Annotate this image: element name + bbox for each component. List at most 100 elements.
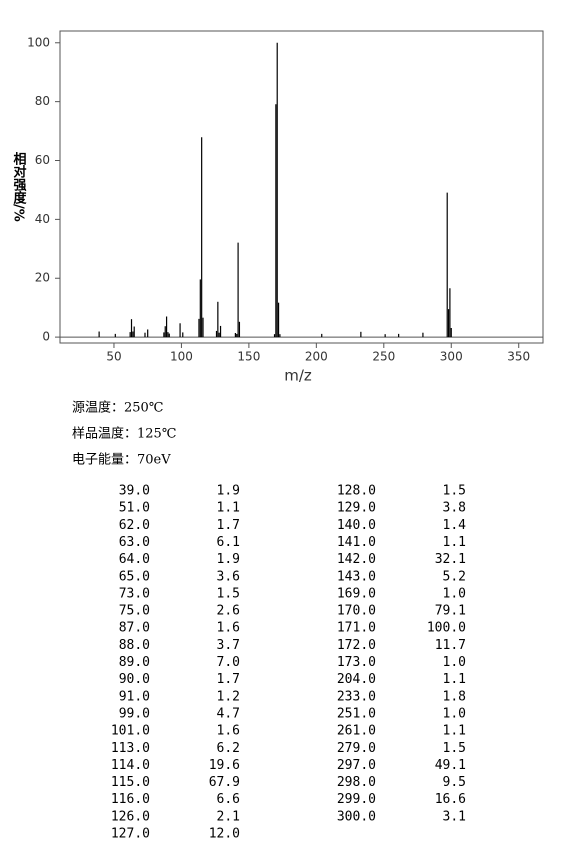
y-tick-label: 40	[35, 212, 50, 226]
x-tick-label: 300	[440, 350, 463, 364]
intensity: 7.0	[217, 655, 240, 670]
intensity: 67.9	[209, 775, 240, 790]
x-tick-label: 150	[237, 350, 260, 364]
intensity: 12.0	[209, 827, 240, 842]
mass: 126.0	[111, 809, 150, 824]
y-tick-label: 0	[42, 330, 50, 344]
intensity: 2.1	[217, 809, 240, 824]
mass: 65.0	[119, 569, 150, 584]
mass: 75.0	[119, 604, 150, 619]
intensity: 3.1	[443, 809, 466, 824]
intensity: 1.8	[443, 689, 466, 704]
x-tick-label: 200	[305, 350, 328, 364]
mass: 129.0	[337, 501, 376, 516]
intensity: 1.9	[217, 484, 240, 499]
intensity: 2.6	[217, 604, 240, 619]
mass: 297.0	[337, 758, 376, 773]
intensity: 1.6	[217, 724, 240, 739]
intensity: 1.7	[217, 672, 240, 687]
intensity: 1.0	[443, 706, 466, 721]
mass: 143.0	[337, 569, 376, 584]
mass: 39.0	[119, 484, 150, 499]
intensity: 19.6	[209, 758, 240, 773]
mass: 114.0	[111, 758, 150, 773]
intensity: 6.2	[217, 741, 240, 756]
intensity: 1.5	[443, 741, 466, 756]
x-tick-label: 250	[372, 350, 395, 364]
intensity: 79.1	[435, 604, 466, 619]
mass: 87.0	[119, 621, 150, 636]
condition: 样品温度：125℃	[72, 426, 176, 442]
mass: 141.0	[337, 535, 376, 550]
intensity: 11.7	[435, 638, 466, 653]
mass: 300.0	[337, 809, 376, 824]
x-tick-label: 50	[106, 350, 121, 364]
intensity: 1.1	[443, 724, 466, 739]
mass: 173.0	[337, 655, 376, 670]
intensity: 3.6	[217, 569, 240, 584]
intensity: 1.7	[217, 518, 240, 533]
y-tick-label: 80	[35, 94, 50, 108]
plot-frame	[59, 30, 544, 344]
mass: 73.0	[119, 586, 150, 601]
mass: 63.0	[119, 535, 150, 550]
mass: 115.0	[111, 775, 150, 790]
mass: 116.0	[111, 792, 150, 807]
intensity: 100.0	[427, 621, 466, 636]
mass: 251.0	[337, 706, 376, 721]
mass: 91.0	[119, 689, 150, 704]
intensity: 6.6	[217, 792, 240, 807]
y-tick-label: 100	[27, 35, 50, 49]
intensity: 16.6	[435, 792, 466, 807]
intensity: 32.1	[435, 552, 466, 567]
intensity: 5.2	[443, 569, 466, 584]
y-tick-label: 20	[35, 271, 50, 285]
mass: 233.0	[337, 689, 376, 704]
condition: 电子能量：70eV	[72, 453, 171, 468]
mass: 299.0	[337, 792, 376, 807]
mass: 64.0	[119, 552, 150, 567]
intensity: 49.1	[435, 758, 466, 773]
mass: 298.0	[337, 775, 376, 790]
intensity: 1.6	[217, 621, 240, 636]
intensity: 1.5	[217, 586, 240, 601]
mass: 170.0	[337, 604, 376, 619]
mass: 204.0	[337, 672, 376, 687]
mass: 99.0	[119, 706, 150, 721]
intensity: 1.5	[443, 484, 466, 499]
intensity: 1.1	[443, 535, 466, 550]
mass: 279.0	[337, 741, 376, 756]
intensity: 3.7	[217, 638, 240, 653]
intensity: 3.8	[443, 501, 466, 516]
mass: 261.0	[337, 724, 376, 739]
y-tick-label: 60	[35, 153, 50, 167]
mass: 88.0	[119, 638, 150, 653]
intensity: 9.5	[443, 775, 466, 790]
intensity: 1.9	[217, 552, 240, 567]
intensity: 4.7	[217, 706, 240, 721]
mass: 169.0	[337, 586, 376, 601]
mass: 171.0	[337, 621, 376, 636]
mass: 142.0	[337, 552, 376, 567]
mass: 51.0	[119, 501, 150, 516]
mass: 128.0	[337, 484, 376, 499]
mass: 89.0	[119, 655, 150, 670]
mass: 113.0	[111, 741, 150, 756]
mass: 140.0	[337, 518, 376, 533]
y-axis-label: 相对强度/%	[11, 151, 27, 221]
intensity: 1.2	[217, 689, 240, 704]
mass: 62.0	[119, 518, 150, 533]
intensity: 1.1	[443, 672, 466, 687]
x-axis-label: m/z	[284, 367, 312, 385]
intensity: 1.1	[217, 501, 240, 516]
x-tick-label: 100	[170, 350, 193, 364]
mass: 172.0	[337, 638, 376, 653]
intensity: 1.0	[443, 655, 466, 670]
intensity: 1.4	[443, 518, 467, 533]
x-tick-label: 350	[507, 350, 530, 364]
intensity: 6.1	[217, 535, 240, 550]
mass: 101.0	[111, 724, 150, 739]
condition: 源温度：250℃	[72, 400, 163, 416]
mass: 127.0	[111, 827, 150, 842]
